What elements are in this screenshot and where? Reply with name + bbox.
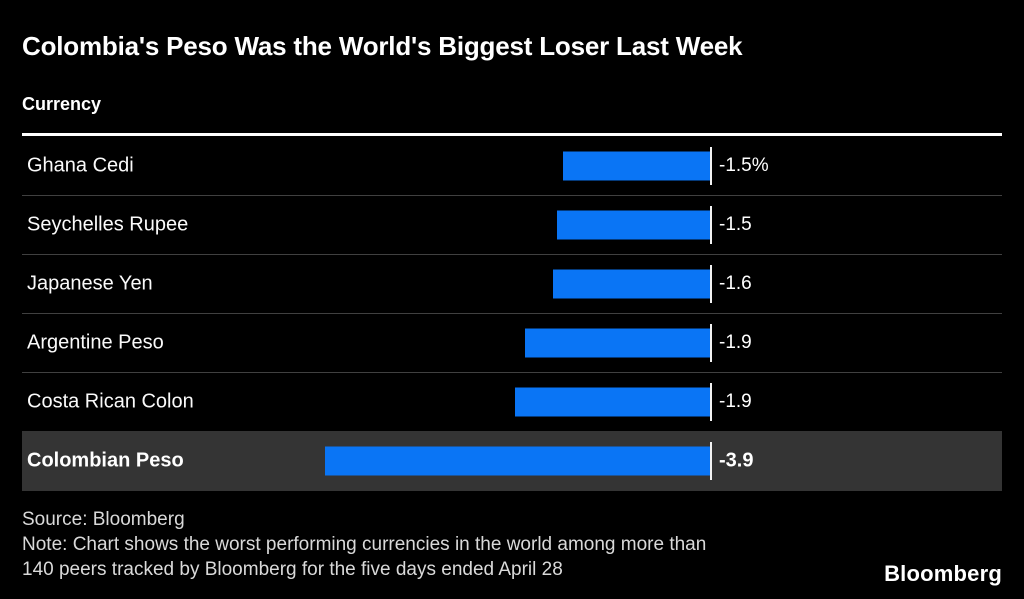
- bar-japanese-yen: [553, 269, 711, 299]
- bar-seychelles-rupee: [557, 210, 711, 240]
- bar-ghana-cedi: [563, 151, 711, 180]
- value-label: -1.6: [719, 273, 752, 294]
- currency-label: Ghana Cedi: [27, 154, 134, 176]
- table-row-japanese-yen: Japanese Yen -1.6: [22, 254, 1002, 313]
- bar-colombian-peso: [325, 446, 711, 476]
- currency-label: Costa Rican Colon: [27, 390, 194, 413]
- column-header-currency: Currency: [22, 94, 102, 114]
- table-row-seychelles-rupee: Seychelles Rupee -1.5: [22, 195, 1002, 254]
- table-row-colombian-peso-highlighted: Colombian Peso -3.9: [22, 431, 1002, 491]
- value-label: -1.9: [719, 391, 752, 412]
- table-row-costa-rican-colon: Costa Rican Colon -1.9: [22, 372, 1002, 431]
- value-label: -1.5%: [719, 154, 769, 176]
- zero-axis-tick: [710, 324, 712, 362]
- page-title: Colombia's Peso Was the World's Biggest …: [22, 31, 743, 61]
- value-label: -3.9: [719, 449, 754, 472]
- bar-argentine-peso: [525, 328, 711, 358]
- currency-label: Argentine Peso: [27, 331, 164, 354]
- table-row-ghana-cedi: Ghana Cedi -1.5%: [22, 136, 1002, 195]
- note-line-1: Note: Chart shows the worst performing c…: [22, 534, 707, 555]
- bloomberg-logo: Bloomberg: [884, 561, 1002, 586]
- currency-label: Japanese Yen: [27, 272, 153, 295]
- value-label: -1.5: [719, 214, 752, 235]
- note-line-2: 140 peers tracked by Bloomberg for the f…: [22, 559, 563, 580]
- value-label: -1.9: [719, 332, 752, 353]
- currency-table: Ghana Cedi -1.5% Seychelles Rupee -1.5 J…: [22, 133, 1002, 491]
- zero-axis-tick: [710, 442, 712, 480]
- zero-axis-tick: [710, 206, 712, 244]
- zero-axis-tick: [710, 383, 712, 421]
- zero-axis-tick: [710, 146, 712, 185]
- zero-axis-tick: [710, 265, 712, 303]
- source-line: Source: Bloomberg: [22, 509, 185, 530]
- currency-label: Seychelles Rupee: [27, 213, 189, 236]
- footer: Source: Bloomberg Note: Chart shows the …: [22, 507, 706, 582]
- bar-costa-rican-colon: [515, 387, 711, 417]
- table-row-argentine-peso: Argentine Peso -1.9: [22, 313, 1002, 372]
- currency-label: Colombian Peso: [27, 449, 184, 472]
